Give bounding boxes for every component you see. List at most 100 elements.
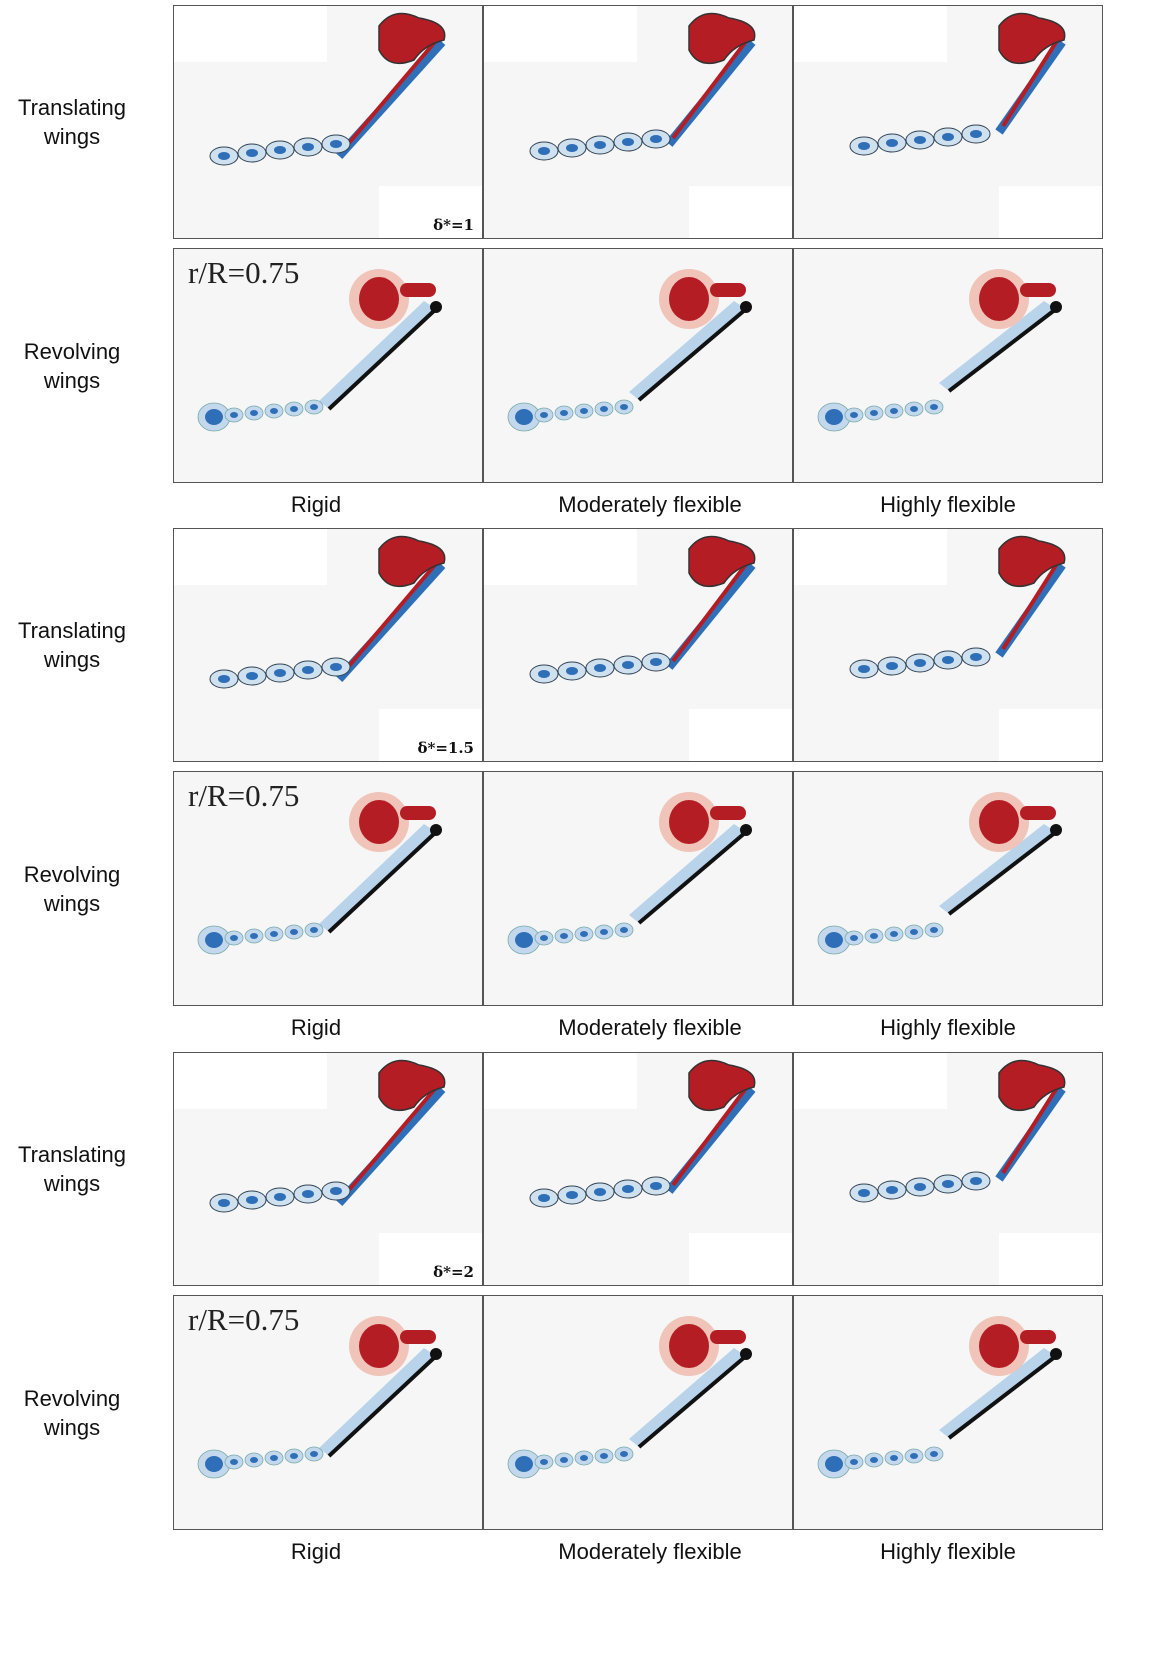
column-label: Rigid <box>290 492 342 517</box>
wing-red <box>1001 1081 1062 1175</box>
vortex-core <box>622 1185 634 1193</box>
vortex-core <box>274 146 286 154</box>
vortex-red <box>669 277 709 321</box>
panel <box>483 248 793 483</box>
vortex-core <box>970 130 982 138</box>
vortex-core <box>538 670 550 678</box>
shear-blue <box>319 301 436 409</box>
vortex-core <box>274 1193 286 1201</box>
wing-red <box>1001 34 1062 128</box>
vortex-red <box>378 535 446 588</box>
wing-red <box>341 557 442 675</box>
mask <box>484 6 637 62</box>
vortex-core <box>580 931 588 937</box>
flow-field <box>484 6 792 238</box>
flow-field <box>817 792 1062 955</box>
shear-blue <box>939 301 1056 391</box>
vortex-core <box>218 675 230 683</box>
vortex-core <box>930 404 938 410</box>
flow-field <box>507 792 752 955</box>
vortex-core <box>330 663 342 671</box>
vortex-red <box>998 1059 1066 1112</box>
vortex-core <box>850 1459 858 1465</box>
shear-blue <box>629 824 746 923</box>
vortex-core <box>515 1456 533 1472</box>
column-label: Highly flexible <box>880 492 1016 517</box>
vortex-core <box>650 658 662 666</box>
wing-tip <box>430 824 442 836</box>
flow-field <box>484 1053 792 1285</box>
flow-field <box>507 1316 752 1479</box>
ratio-label: r/R=0.75 <box>188 255 300 290</box>
mask <box>689 709 792 761</box>
panel <box>793 5 1103 239</box>
flow-field <box>817 269 1062 432</box>
vortex-red <box>400 1330 436 1344</box>
wing-tip <box>740 824 752 836</box>
row-label: Revolving wings <box>23 861 121 916</box>
column-label: Moderately flexible <box>558 492 742 517</box>
wing-red <box>341 1081 442 1199</box>
vortex-core <box>622 661 634 669</box>
vortex-core <box>310 1451 318 1457</box>
panel <box>483 528 793 762</box>
mask <box>794 6 947 62</box>
vortex-core <box>310 404 318 410</box>
vortex-core <box>290 929 298 935</box>
vortex-core <box>515 409 533 425</box>
vortex-core <box>930 927 938 933</box>
vortex-core <box>890 408 898 414</box>
mask <box>484 1053 637 1109</box>
column-label: Moderately flexible <box>558 1015 742 1040</box>
vortex-red <box>400 806 436 820</box>
row-label: Translating wings <box>17 618 126 672</box>
shear-blue <box>939 824 1056 914</box>
shear-blue <box>629 1348 746 1447</box>
vortex-core <box>230 412 238 418</box>
ratio-label: r/R=0.75 <box>188 1302 300 1337</box>
shear-blue <box>939 1348 1056 1438</box>
vortex-core <box>230 935 238 941</box>
panel <box>793 1295 1103 1530</box>
vortex-core <box>560 410 568 416</box>
panel <box>793 528 1103 762</box>
vortex-core <box>600 1453 608 1459</box>
wing-red <box>1001 557 1062 651</box>
vortex-core <box>914 659 926 667</box>
vortex-core <box>942 133 954 141</box>
vortex-core <box>540 1459 548 1465</box>
row-label: Revolving wings <box>23 1385 121 1440</box>
panel: r/R=0.75 <box>173 771 483 1006</box>
vortex-core <box>594 1188 606 1196</box>
vortex-core <box>870 1457 878 1463</box>
wing-tip <box>740 1348 752 1360</box>
vortex-red <box>979 1324 1019 1368</box>
vortex-core <box>566 144 578 152</box>
vortex-core <box>825 932 843 948</box>
vortex-core <box>886 139 898 147</box>
row-label: Revolving wings <box>23 338 121 393</box>
panel: δ*=1.5 <box>173 528 483 762</box>
vortex-core <box>250 410 258 416</box>
row-label: Translating wings <box>17 1142 126 1196</box>
vortex-core <box>205 1456 223 1472</box>
panel <box>483 771 793 1006</box>
vortex-red <box>688 535 756 588</box>
mask <box>379 186 482 238</box>
vortex-core <box>870 410 878 416</box>
vortex-red <box>359 277 399 321</box>
vortex-core <box>538 147 550 155</box>
vortex-core <box>290 406 298 412</box>
vortex-core <box>914 1183 926 1191</box>
wing-tip <box>430 301 442 313</box>
vortex-red <box>710 1330 746 1344</box>
vortex-core <box>250 1457 258 1463</box>
column-label: Rigid <box>290 1015 342 1040</box>
vortex-core <box>270 1455 278 1461</box>
wing <box>327 1354 438 1458</box>
wing-tip <box>1050 824 1062 836</box>
delta-label: δ*=2 <box>433 1263 474 1281</box>
mask <box>174 1053 327 1109</box>
wing <box>327 307 438 411</box>
vortex-core <box>600 929 608 935</box>
